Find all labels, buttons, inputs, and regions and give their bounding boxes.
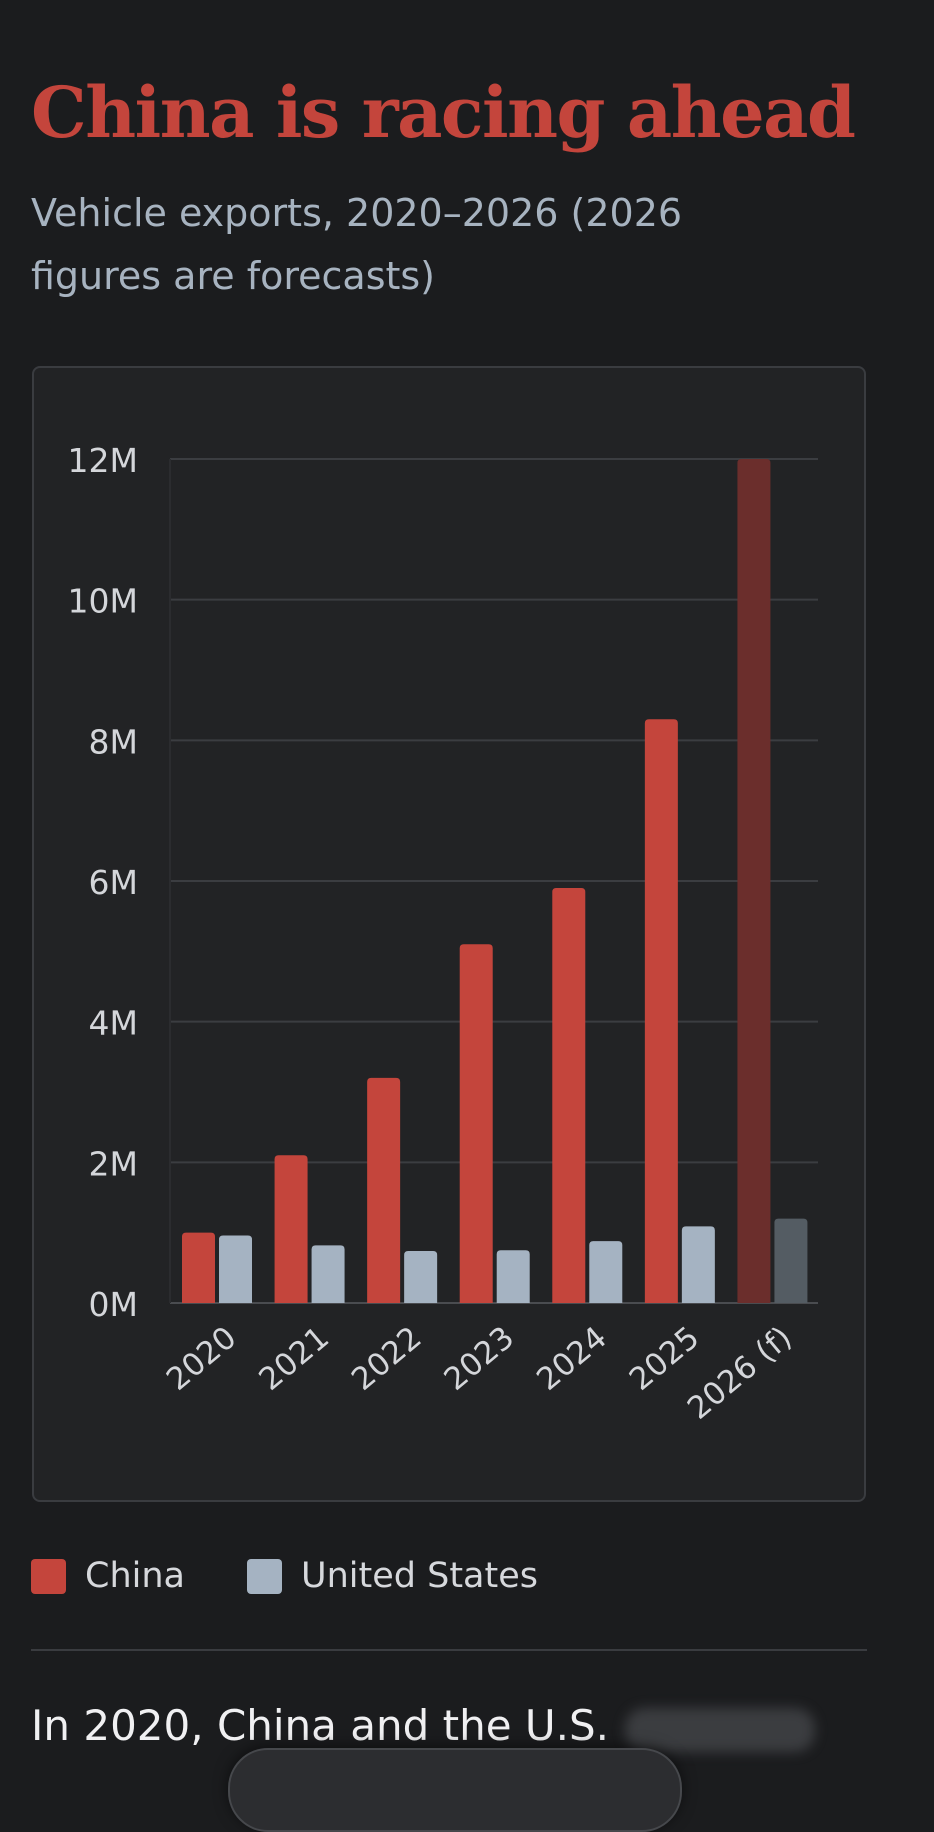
section-divider [31,1649,867,1651]
x-tick-label: 2023 [438,1320,522,1398]
y-tick-label: 0M [89,1285,138,1324]
bar-china [367,1077,401,1303]
bar-united-states [404,1250,438,1303]
y-tick-label: 12M [68,441,138,480]
bar-china [552,888,586,1303]
y-tick-label: 10M [68,582,138,621]
y-tick-label: 6M [89,863,138,902]
blurred-text [625,1708,815,1752]
article-paragraph: In 2020, China and the U.S. [31,1701,610,1750]
bar-united-states [774,1218,808,1303]
floating-toolbar[interactable] [228,1748,682,1832]
chart-title: China is racing ahead [31,71,856,154]
x-tick-label: 2024 [530,1320,614,1398]
bar-china [182,1232,215,1303]
x-tick-label: 2025 [623,1320,707,1398]
bar-china [644,719,678,1303]
y-tick-label: 8M [89,722,138,761]
x-tick-label: 2020 [160,1320,244,1398]
legend-item-united-states: United States [246,1556,538,1596]
x-tick-label: 2026 (f) [681,1320,799,1427]
bar-united-states [311,1245,345,1303]
bar-china [737,459,771,1303]
y-tick-label: 4M [89,1004,138,1043]
legend-item-china: China [31,1556,185,1596]
legend-label-china: China [85,1556,185,1596]
y-tick-label: 2M [89,1144,138,1183]
bar-united-states [589,1241,623,1303]
chart-subtitle: Vehicle exports, 2020–2026 (2026 figures… [31,191,683,298]
legend-label-united-states: United States [300,1556,538,1596]
legend-swatch-united-states [246,1558,282,1594]
bar-china [459,944,493,1303]
legend-swatch-china [31,1558,66,1594]
x-tick-label: 2022 [345,1320,429,1398]
bar-united-states [681,1226,715,1303]
bar-united-states [219,1235,252,1303]
x-tick-label: 2021 [252,1320,336,1398]
chart-card: 0M 2M 4M 6M 8M 10M 12M 2020 2021 2022 2023 2024 2025… [32,366,866,1502]
bar-chart: 0M 2M 4M 6M 8M 10M 12M 2020 2021 2022 2023 2024 2025… [68,441,818,1427]
bar-united-states [496,1250,530,1303]
chart-legend: China United States [31,1556,600,1596]
bar-china [274,1155,308,1303]
